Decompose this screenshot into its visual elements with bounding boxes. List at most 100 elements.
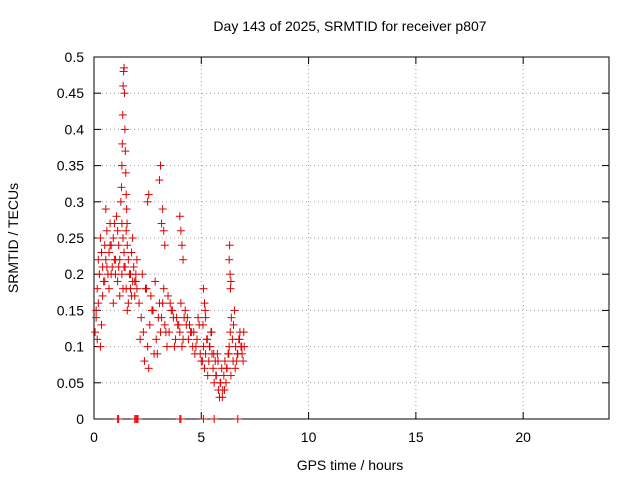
x-tick-label: 10 <box>301 429 317 445</box>
data-point <box>199 415 208 423</box>
data-point <box>231 364 240 373</box>
data-point <box>94 299 103 308</box>
data-point <box>152 335 161 344</box>
data-point <box>159 284 168 293</box>
data-point <box>159 226 168 235</box>
data-point <box>133 415 142 423</box>
data-point <box>142 284 151 293</box>
data-point <box>139 328 148 337</box>
data-point <box>162 342 171 351</box>
data-point <box>161 328 170 337</box>
data-point <box>137 313 146 322</box>
data-point <box>115 291 124 300</box>
data-point <box>225 241 234 250</box>
data-point <box>158 205 167 214</box>
data-point <box>109 234 118 242</box>
data-point <box>189 328 198 337</box>
data-point <box>122 226 131 235</box>
y-tick-label: 0.15 <box>57 302 84 318</box>
data-point <box>194 313 203 322</box>
data-point <box>222 364 231 373</box>
data-point <box>124 299 133 308</box>
data-point <box>92 306 101 315</box>
data-point <box>207 328 216 337</box>
data-point <box>177 241 186 250</box>
x-axis-label: GPS time / hours <box>297 457 404 473</box>
y-tick-label: 0.2 <box>65 266 85 282</box>
data-point <box>97 248 106 257</box>
data-point <box>151 277 160 286</box>
data-point <box>205 342 214 351</box>
data-point <box>95 270 104 279</box>
data-point <box>229 357 238 366</box>
data-point <box>122 205 131 214</box>
data-point <box>138 270 147 279</box>
data-point <box>201 306 210 315</box>
x-tick-label: 5 <box>197 429 205 445</box>
data-point <box>135 299 144 308</box>
data-point <box>227 313 236 322</box>
data-point <box>176 415 185 423</box>
data-point <box>175 212 184 221</box>
data-point <box>193 335 201 344</box>
data-point <box>203 335 212 344</box>
data-point <box>229 320 238 329</box>
data-point <box>127 248 136 257</box>
data-point <box>101 255 110 264</box>
data-point <box>225 255 234 264</box>
x-tick-label: 15 <box>408 429 424 445</box>
data-point <box>120 63 129 72</box>
data-point <box>164 291 173 300</box>
data-point <box>112 212 121 221</box>
data-point <box>174 320 183 329</box>
data-point <box>144 190 153 199</box>
data-point <box>219 371 228 380</box>
data-point <box>102 226 111 235</box>
data-point <box>170 342 179 351</box>
data-point <box>98 291 107 300</box>
x-tick-label: 20 <box>515 429 531 445</box>
data-point <box>94 255 103 264</box>
data-point <box>118 110 127 119</box>
data-point <box>172 313 181 322</box>
data-point <box>233 349 242 358</box>
data-point <box>146 291 155 300</box>
data-point <box>226 270 235 279</box>
data-point <box>209 364 218 373</box>
data-point <box>120 125 129 134</box>
data-point <box>93 335 102 344</box>
y-tick-label: 0.1 <box>65 339 85 355</box>
data-point <box>123 241 132 250</box>
plot-frame <box>93 56 610 420</box>
data-point <box>118 234 127 242</box>
data-point <box>120 89 129 98</box>
data-point <box>117 183 126 192</box>
data-point <box>97 320 106 329</box>
y-tick-label: 0.35 <box>57 158 84 174</box>
data-point <box>109 299 118 308</box>
data-point <box>203 371 212 380</box>
data-point <box>122 190 131 199</box>
data-point <box>114 241 123 250</box>
data-point <box>114 415 123 423</box>
data-point <box>220 386 229 395</box>
data-point <box>92 313 101 322</box>
data-point <box>185 320 194 329</box>
data-point <box>157 219 166 228</box>
data-point <box>200 364 209 373</box>
data-point <box>201 313 210 322</box>
data-point <box>226 284 235 293</box>
data-point <box>179 335 188 344</box>
data-point <box>226 277 235 286</box>
data-point <box>113 226 122 235</box>
data-point <box>224 349 233 358</box>
data-point <box>226 328 235 337</box>
data-point <box>123 306 132 315</box>
data-point <box>91 328 100 337</box>
data-point <box>143 197 152 206</box>
data-point <box>239 357 248 366</box>
data-point <box>176 226 185 235</box>
data-point <box>107 270 116 279</box>
data-point <box>132 255 141 264</box>
